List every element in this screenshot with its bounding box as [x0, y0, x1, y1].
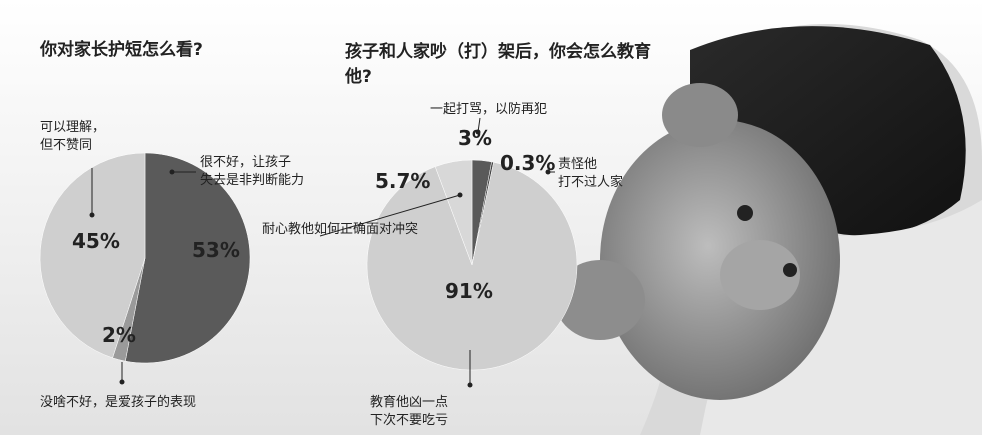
category-label: 教育他凶一点	[370, 394, 448, 410]
chart-title-box: 孩子和人家吵（打）架后，你会怎么教育他?	[345, 42, 651, 87]
chart-title: 孩子和人家吵（打）架后，你会怎么教育他?	[345, 42, 651, 87]
pie-slice	[434, 159, 473, 266]
leader-dot	[89, 212, 95, 218]
pie-slice	[39, 152, 146, 359]
category-label: 可以理解，	[40, 120, 105, 135]
category-label: 一起打骂，以防再犯	[430, 101, 547, 117]
value-label: 53%	[192, 238, 240, 262]
value-label: 5.7%	[375, 169, 430, 193]
leader-dot	[467, 382, 473, 388]
pie-slice	[125, 152, 251, 364]
leader-dot	[545, 169, 551, 175]
category-label: 失去是非判断能力	[200, 173, 304, 188]
category-label: 很不好，让孩子	[200, 155, 291, 170]
leader-dot	[169, 169, 175, 175]
category-label: 打不过人家	[558, 174, 623, 190]
pie-slice	[366, 161, 578, 371]
chart-title: 你对家长护短怎么看?	[39, 39, 203, 60]
leader-dot	[119, 379, 125, 385]
category-label: 但不赞同	[40, 138, 92, 153]
category-label: 责怪他	[558, 157, 597, 172]
leader-line	[319, 194, 461, 237]
value-label: 3%	[458, 126, 492, 150]
category-label: 下次不要吃亏	[370, 412, 448, 428]
value-label: 45%	[72, 229, 120, 253]
value-label: 2%	[102, 323, 136, 347]
category-label: 没啥不好，是爱孩子的表现	[40, 394, 196, 410]
value-label: 91%	[445, 279, 493, 303]
category-label: 耐心教他如何正确面对冲突	[262, 221, 418, 237]
leader-dot	[457, 192, 463, 198]
leader-dot	[475, 129, 481, 135]
photo	[555, 24, 982, 435]
